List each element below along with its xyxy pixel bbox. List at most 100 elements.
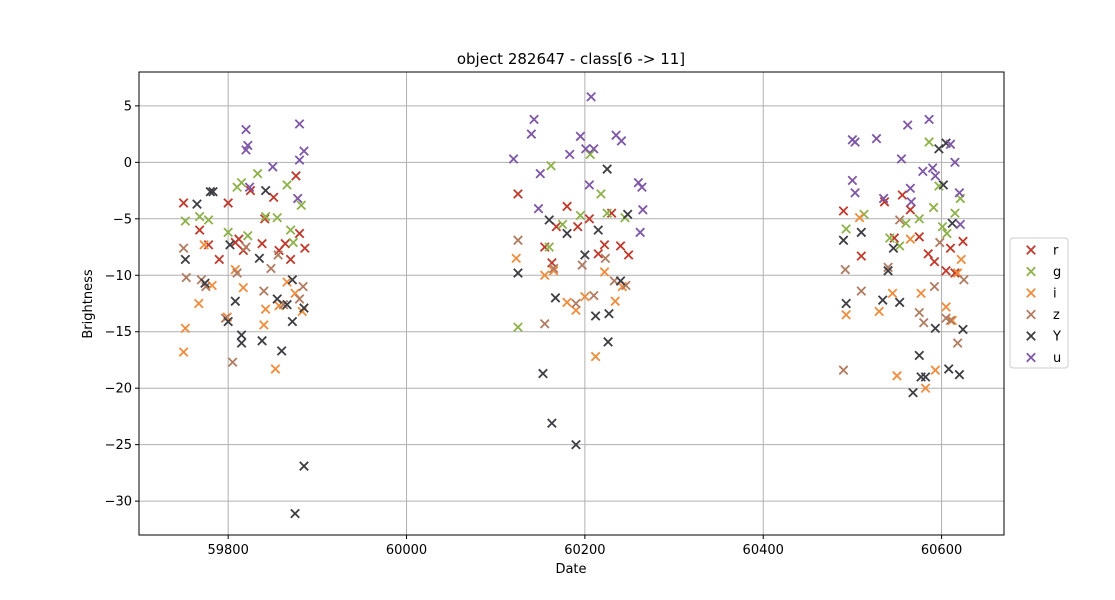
data-point-u — [638, 204, 648, 215]
data-point-g — [924, 137, 934, 147]
data-point-i — [599, 267, 610, 277]
data-point-r — [572, 221, 583, 232]
data-point-i — [270, 364, 281, 374]
data-point-u — [635, 227, 646, 238]
data-point-z — [266, 263, 276, 274]
data-point-Y — [883, 265, 893, 276]
data-point-Y — [580, 250, 590, 260]
data-point-i — [841, 309, 851, 320]
legend-marker-r — [1026, 245, 1036, 255]
data-point-z — [918, 317, 929, 328]
data-point-u — [955, 219, 966, 230]
data-point-r — [285, 254, 296, 265]
data-point-r — [856, 251, 867, 261]
data-point-u — [905, 183, 916, 194]
y-tick-label: 5 — [124, 99, 132, 114]
data-point-z — [929, 281, 940, 292]
data-point-g — [546, 160, 556, 171]
x-tick-label: 60000 — [386, 543, 427, 558]
legend-marker-z — [1026, 309, 1036, 320]
data-point-z — [840, 264, 851, 275]
data-point-g — [513, 322, 523, 333]
data-point-g — [223, 227, 234, 238]
data-point-u — [586, 92, 596, 102]
data-point-i — [590, 351, 601, 362]
data-point-Y — [236, 338, 247, 348]
data-point-z — [588, 290, 599, 301]
data-point-i — [887, 288, 898, 299]
data-point-z — [894, 215, 905, 225]
data-point-Y — [260, 185, 271, 196]
x-tick-label: 60600 — [921, 543, 962, 558]
legend-label-r: r — [1053, 244, 1059, 259]
data-point-Y — [299, 461, 309, 471]
y-tick-label: −5 — [113, 212, 132, 227]
data-point-g — [544, 242, 555, 252]
data-point-Y — [602, 164, 613, 174]
data-point-r — [257, 238, 267, 249]
data-point-Y — [930, 323, 941, 334]
data-point-Y — [947, 218, 958, 229]
data-point-u — [588, 143, 599, 154]
data-point-g — [950, 208, 960, 218]
data-point-u — [244, 182, 255, 193]
data-point-r — [897, 190, 908, 200]
data-point-u — [850, 137, 860, 147]
data-point-Y — [513, 268, 523, 278]
data-point-r — [562, 201, 572, 212]
data-point-i — [260, 304, 271, 314]
data-point-g — [942, 228, 952, 239]
data-point-Y — [287, 316, 298, 327]
data-point-u — [616, 136, 627, 146]
data-point-r — [584, 213, 595, 224]
data-point-g — [914, 213, 925, 224]
data-point-i — [282, 277, 292, 287]
data-point-r — [941, 265, 951, 276]
legend-marker-u — [1026, 352, 1036, 363]
y-tick-label: −20 — [105, 382, 132, 397]
data-point-z — [201, 281, 211, 292]
data-point-z — [600, 253, 611, 264]
data-point-z — [959, 274, 969, 285]
data-point-Y — [603, 337, 613, 347]
data-point-u — [954, 187, 965, 198]
data-point-Y — [615, 276, 626, 286]
data-point-z — [513, 235, 523, 246]
data-point-g — [242, 230, 253, 241]
data-point-i — [539, 270, 550, 281]
data-point-i — [874, 306, 884, 317]
data-point-r — [914, 232, 925, 242]
data-point-Y — [230, 296, 241, 307]
data-point-i — [920, 383, 931, 394]
data-point-z — [883, 262, 893, 273]
data-point-r — [958, 236, 968, 247]
x-tick-label: 59800 — [207, 543, 248, 558]
data-point-u — [906, 197, 917, 207]
y-tick-label: −25 — [105, 438, 132, 453]
data-point-g — [203, 215, 214, 225]
data-point-z — [577, 260, 588, 270]
data-point-r — [291, 171, 301, 181]
data-point-u — [871, 133, 882, 144]
data-point-Y — [547, 418, 557, 429]
legend-marker-i — [1026, 288, 1036, 298]
data-point-u — [533, 203, 544, 214]
data-point-u — [535, 168, 546, 179]
data-point-z — [227, 357, 238, 368]
data-point-Y — [287, 274, 298, 285]
legend-marker-g — [1026, 266, 1036, 277]
data-point-r — [838, 206, 849, 216]
data-point-r — [245, 185, 256, 196]
data-point-g — [194, 211, 205, 222]
data-point-g — [841, 224, 851, 234]
legend-label-z: z — [1053, 308, 1060, 323]
data-point-Y — [943, 364, 954, 374]
data-point-u — [294, 155, 305, 165]
data-point-r — [879, 197, 890, 207]
data-point-u — [847, 175, 858, 186]
data-point-u — [508, 154, 519, 164]
data-point-r — [280, 238, 291, 249]
data-point-i — [199, 239, 209, 250]
